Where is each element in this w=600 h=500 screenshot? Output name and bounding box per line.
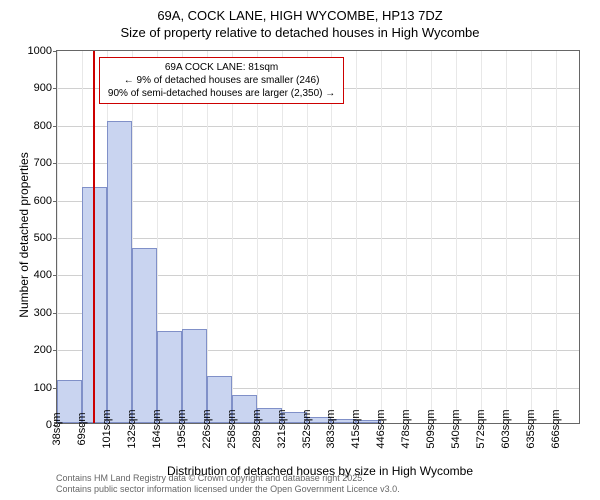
x-tick-label: 666sqm — [550, 409, 562, 448]
gridline-v — [531, 51, 532, 423]
x-tick-mark — [207, 423, 208, 427]
gridline-v — [232, 51, 233, 423]
gridline-v — [307, 51, 308, 423]
gridline-v — [506, 51, 507, 423]
x-tick-mark — [132, 423, 133, 427]
gridline-h — [57, 163, 579, 164]
x-tick-mark — [307, 423, 308, 427]
reference-line — [93, 51, 95, 423]
x-tick-mark — [356, 423, 357, 427]
chart-title-sub: Size of property relative to detached ho… — [0, 23, 600, 40]
x-tick-mark — [282, 423, 283, 427]
x-tick-label: 132sqm — [126, 409, 138, 448]
x-tick-label: 258sqm — [226, 409, 238, 448]
x-tick-mark — [107, 423, 108, 427]
x-tick-label: 540sqm — [450, 409, 462, 448]
x-tick-label: 478sqm — [400, 409, 412, 448]
x-tick-label: 69sqm — [76, 412, 88, 445]
x-tick-mark — [82, 423, 83, 427]
x-tick-label: 226sqm — [201, 409, 213, 448]
x-tick-mark — [331, 423, 332, 427]
plot-area: 0100200300400500600700800900100038sqm69s… — [56, 50, 580, 424]
x-tick-label: 38sqm — [51, 412, 63, 445]
gridline-v — [406, 51, 407, 423]
x-tick-mark — [506, 423, 507, 427]
chart-title-main: 69A, COCK LANE, HIGH WYCOMBE, HP13 7DZ — [0, 0, 600, 23]
gridline-v — [381, 51, 382, 423]
annotation-line1: 69A COCK LANE: 81sqm — [108, 61, 335, 74]
gridline-v — [257, 51, 258, 423]
gridline-v — [456, 51, 457, 423]
x-tick-mark — [531, 423, 532, 427]
x-tick-label: 572sqm — [475, 409, 487, 448]
x-tick-mark — [456, 423, 457, 427]
x-tick-mark — [182, 423, 183, 427]
gridline-v — [57, 51, 58, 423]
histogram-bar — [132, 248, 157, 423]
x-tick-mark — [257, 423, 258, 427]
gridline-v — [431, 51, 432, 423]
x-tick-mark — [431, 423, 432, 427]
x-tick-label: 603sqm — [500, 409, 512, 448]
x-tick-label: 164sqm — [151, 409, 163, 448]
x-tick-mark — [57, 423, 58, 427]
x-tick-label: 635sqm — [525, 409, 537, 448]
annotation-box: 69A COCK LANE: 81sqm ← 9% of detached ho… — [99, 57, 344, 104]
x-tick-label: 101sqm — [101, 409, 113, 448]
gridline-v — [331, 51, 332, 423]
x-tick-label: 195sqm — [176, 409, 188, 448]
x-tick-mark — [556, 423, 557, 427]
gridline-v — [481, 51, 482, 423]
x-tick-label: 415sqm — [350, 409, 362, 448]
gridline-v — [556, 51, 557, 423]
x-tick-mark — [381, 423, 382, 427]
gridline-h — [57, 201, 579, 202]
x-tick-mark — [232, 423, 233, 427]
annotation-line3: 90% of semi-detached houses are larger (… — [108, 87, 335, 100]
x-tick-mark — [157, 423, 158, 427]
chart-container: 69A, COCK LANE, HIGH WYCOMBE, HP13 7DZ S… — [0, 0, 600, 500]
x-tick-label: 352sqm — [301, 409, 313, 448]
gridline-h — [57, 126, 579, 127]
x-tick-mark — [481, 423, 482, 427]
gridline-v — [207, 51, 208, 423]
gridline-v — [282, 51, 283, 423]
annotation-line2: ← 9% of detached houses are smaller (246… — [108, 74, 335, 87]
footer-line2: Contains public sector information licen… — [56, 484, 400, 496]
y-axis-label: Number of detached properties — [17, 135, 31, 335]
x-tick-label: 289sqm — [251, 409, 263, 448]
chart-footer: Contains HM Land Registry data © Crown c… — [56, 473, 400, 496]
x-tick-label: 446sqm — [375, 409, 387, 448]
x-tick-mark — [406, 423, 407, 427]
x-tick-label: 321sqm — [276, 409, 288, 448]
gridline-v — [356, 51, 357, 423]
gridline-h — [57, 238, 579, 239]
x-tick-label: 509sqm — [425, 409, 437, 448]
histogram-bar — [107, 121, 132, 423]
footer-line1: Contains HM Land Registry data © Crown c… — [56, 473, 400, 485]
x-tick-label: 383sqm — [325, 409, 337, 448]
